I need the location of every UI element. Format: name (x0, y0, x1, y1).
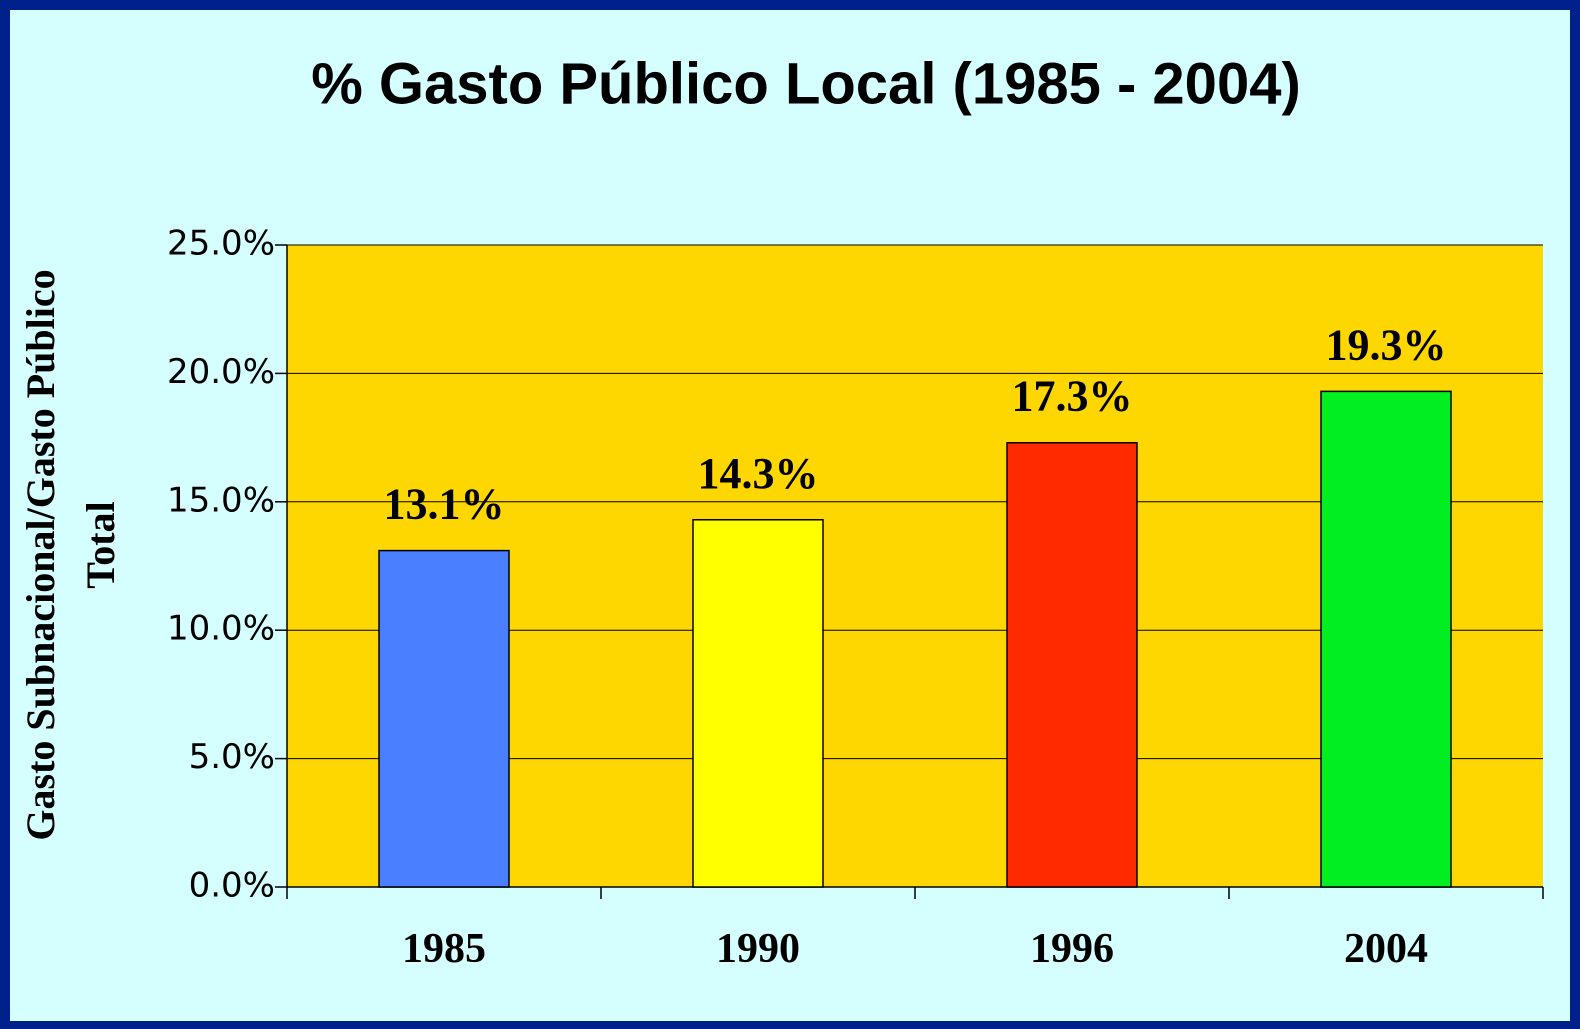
chart-title: % Gasto Público Local (1985 - 2004) (311, 51, 1301, 116)
x-tick-label: 1985 (402, 926, 486, 972)
value-label: 14.3% (698, 449, 819, 498)
y-tick-label: 20.0% (167, 352, 275, 392)
x-tick-label: 1990 (716, 926, 800, 972)
y-tick-label: 5.0% (189, 737, 275, 777)
x-tick-label: 2004 (1344, 926, 1428, 972)
y-tick-label: 15.0% (167, 480, 275, 520)
value-label: 17.3% (1012, 372, 1133, 421)
y-axis-label: Gasto Subnacional/Gasto Público (18, 269, 63, 840)
y-tick-label: 25.0% (167, 224, 275, 264)
x-tick-label: 1996 (1030, 926, 1114, 972)
value-label: 13.1% (384, 480, 505, 529)
bar (692, 519, 824, 888)
bar (1320, 390, 1452, 888)
value-label: 19.3% (1326, 320, 1447, 369)
bar (378, 549, 510, 888)
y-tick-label: 10.0% (167, 609, 275, 649)
bar (1006, 441, 1138, 888)
y-axis-label: Total (78, 501, 123, 588)
y-tick-label: 0.0% (189, 866, 275, 906)
